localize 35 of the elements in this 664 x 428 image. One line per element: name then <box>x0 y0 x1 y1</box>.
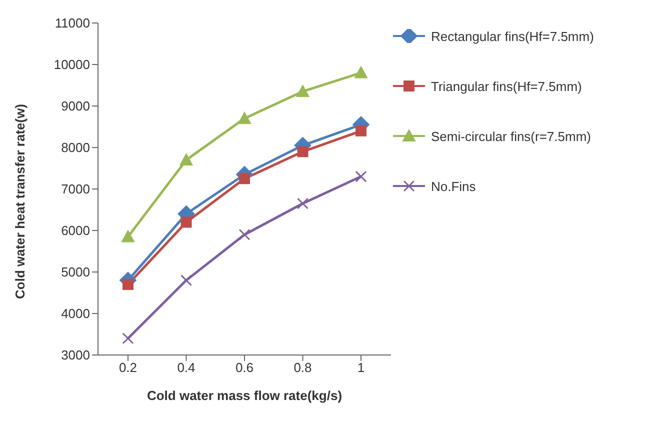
x-tick-label: 0.8 <box>294 360 312 376</box>
x-tick-label: 0.4 <box>177 360 196 376</box>
y-tick-label: 10000 <box>54 57 90 72</box>
y-axis-title: Cold water heat transfer rate(w) <box>12 104 28 299</box>
x-tick-label: 1 <box>357 360 365 376</box>
point <box>122 332 134 344</box>
point <box>238 228 250 240</box>
point <box>122 278 134 290</box>
x-tick-label: 0.6 <box>235 360 254 376</box>
y-tick-label: 9000 <box>61 98 90 114</box>
legend-label: Triangular fins(Hf=7.5mm) <box>431 78 582 94</box>
point <box>355 170 367 182</box>
point <box>180 274 192 286</box>
y-tick-label: 4000 <box>61 306 90 322</box>
point <box>356 125 366 136</box>
point <box>122 230 134 242</box>
y-tick-label: 6000 <box>61 223 90 238</box>
point <box>297 198 308 210</box>
y-tick-label: 7000 <box>61 182 90 197</box>
point <box>296 84 310 97</box>
y-tick-label: 8000 <box>61 140 90 156</box>
point <box>238 112 251 124</box>
y-tick-label: 3000 <box>61 348 90 363</box>
point <box>297 146 308 158</box>
y-tick-label: 11000 <box>54 16 90 31</box>
point <box>180 216 192 228</box>
point <box>239 173 250 184</box>
legend-label: Semi-circular fins(r=7.5mm) <box>431 128 591 144</box>
legend-label: Rectangular fins(Hf=7.5mm) <box>431 28 594 44</box>
point <box>180 153 193 166</box>
legend-label: No.Fins <box>431 178 476 194</box>
y-tick-label: 5000 <box>61 264 90 280</box>
x-tick-label: 0.2 <box>118 360 138 376</box>
point <box>354 66 368 78</box>
x-axis-title: Cold water mass flow rate(kg/s) <box>146 388 342 403</box>
